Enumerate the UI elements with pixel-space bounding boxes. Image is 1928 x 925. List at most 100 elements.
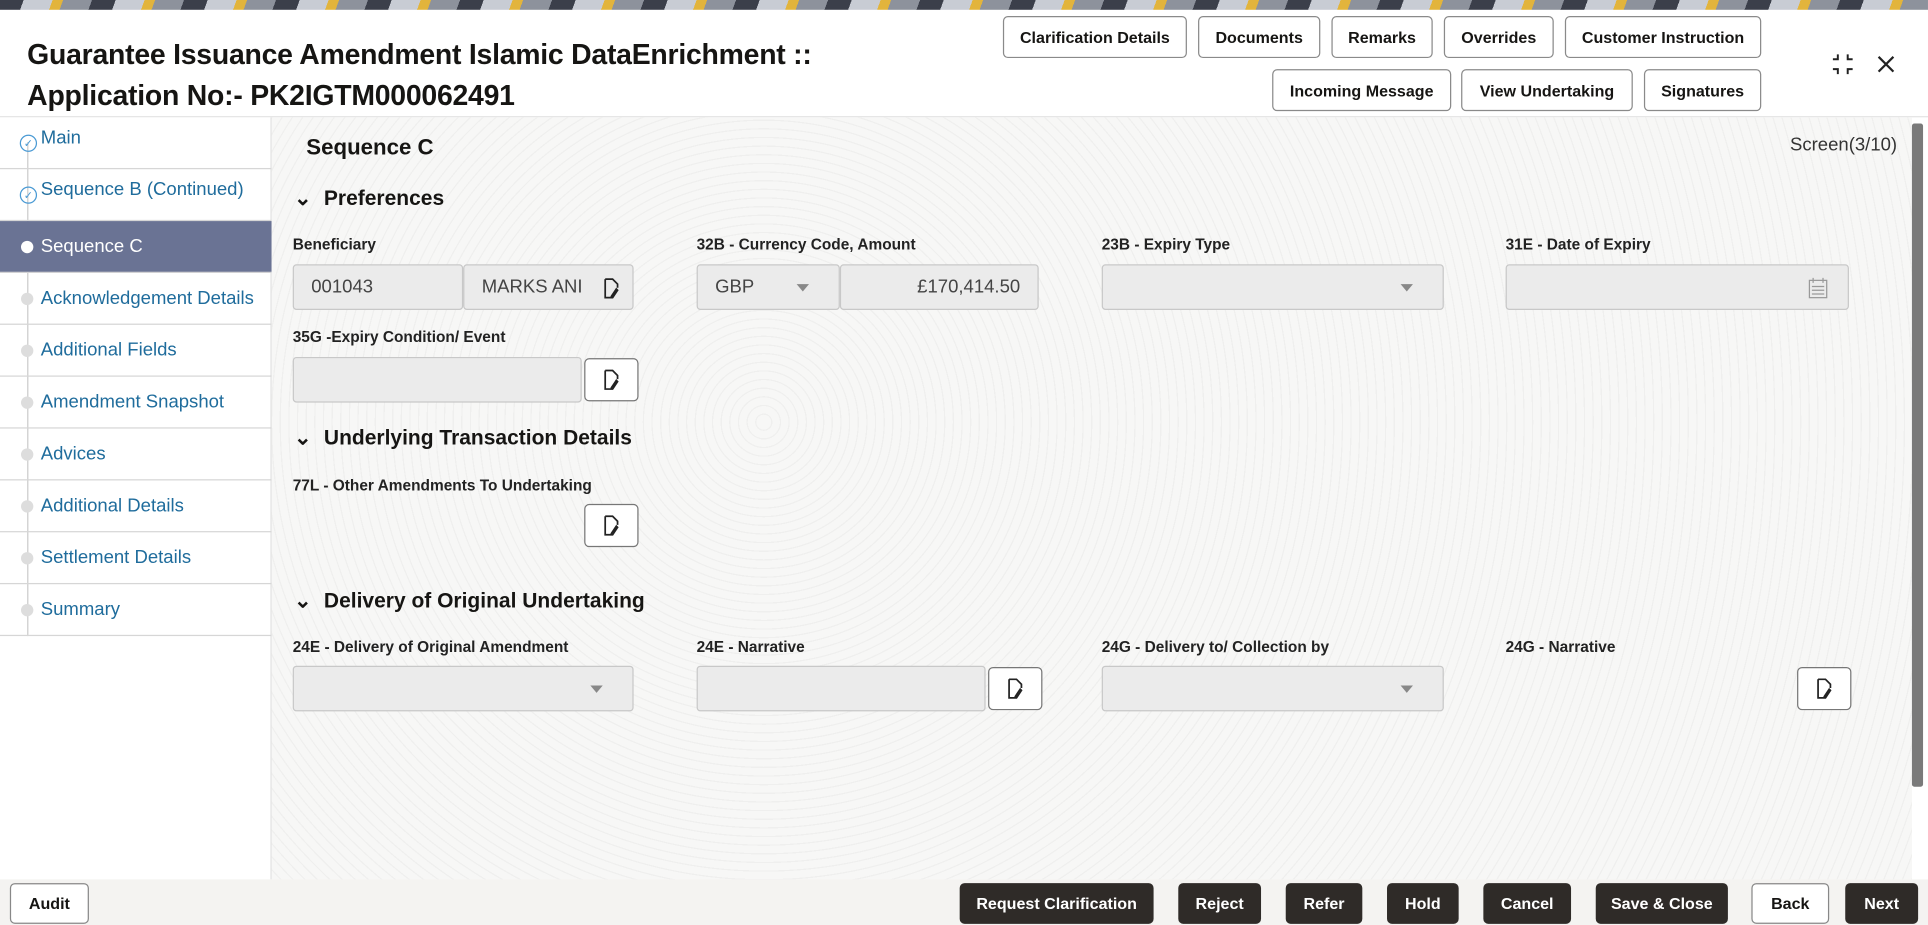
calendar-icon[interactable] bbox=[1808, 277, 1828, 299]
reject-button[interactable]: Reject bbox=[1178, 883, 1262, 924]
step-dot-icon bbox=[20, 551, 34, 564]
step-dot-icon bbox=[20, 395, 34, 409]
sidebar: ✓ Main ✓ Sequence B (Continued) Sequence C… bbox=[0, 117, 272, 880]
sidebar-item-label: Sequence B (Continued) bbox=[40, 179, 244, 201]
underlying-section-toggle[interactable]: ⌄ Underlying Transaction Details bbox=[294, 426, 632, 451]
audit-button[interactable]: Audit bbox=[9, 883, 89, 924]
sidebar-item-acknowledgement[interactable]: Acknowledgement Details bbox=[0, 273, 272, 325]
documents-button[interactable]: Documents bbox=[1198, 16, 1321, 59]
chevron-down-icon: ⌄ bbox=[293, 426, 312, 450]
narrative-24g-edit-button[interactable] bbox=[1797, 666, 1852, 711]
beneficiary-label: Beneficiary bbox=[292, 235, 376, 254]
narrative-24e-input[interactable] bbox=[696, 665, 986, 712]
step-dot-icon bbox=[20, 603, 34, 616]
chevron-down-icon: ⌄ bbox=[293, 186, 312, 210]
dropdown-arrow-icon bbox=[1400, 685, 1413, 693]
next-button[interactable]: Next bbox=[1845, 883, 1919, 924]
currency-amount-label: 32B - Currency Code, Amount bbox=[696, 235, 916, 254]
beneficiary-name: MARKS ANI bbox=[481, 276, 583, 298]
signatures-button[interactable]: Signatures bbox=[1643, 69, 1762, 112]
amount-input[interactable]: £170,414.50 bbox=[839, 264, 1039, 311]
delivery-section-toggle[interactable]: ⌄ Delivery of Original Undertaking bbox=[294, 589, 645, 614]
refer-button[interactable]: Refer bbox=[1285, 883, 1363, 924]
check-icon: ✓ bbox=[19, 134, 38, 152]
cancel-button[interactable]: Cancel bbox=[1483, 883, 1572, 924]
edit-document-icon[interactable] bbox=[603, 278, 620, 299]
sidebar-item-amendment-snapshot[interactable]: Amendment Snapshot bbox=[0, 377, 272, 429]
step-dot-icon bbox=[20, 292, 34, 305]
sidebar-item-summary[interactable]: Summary bbox=[0, 584, 272, 637]
sidebar-item-settlement-details[interactable]: Settlement Details bbox=[0, 532, 272, 585]
header: Guarantee Issuance Amendment Islamic Dat… bbox=[0, 9, 1928, 118]
expiry-condition-label: 35G -Expiry Condition/ Event bbox=[292, 328, 506, 346]
currency-value: GBP bbox=[715, 276, 755, 298]
narrative-24e-label: 24E - Narrative bbox=[696, 638, 805, 656]
section-heading: Underlying Transaction Details bbox=[323, 426, 632, 450]
sidebar-item-main[interactable]: ✓ Main bbox=[0, 117, 272, 170]
chevron-down-icon: ⌄ bbox=[293, 589, 312, 613]
narrative-24e-edit-button[interactable] bbox=[988, 666, 1043, 711]
expiry-type-select[interactable] bbox=[1101, 264, 1444, 311]
overrides-button[interactable]: Overrides bbox=[1443, 16, 1554, 59]
view-undertaking-button[interactable]: View Undertaking bbox=[1461, 69, 1633, 112]
application-number: Application No:- PK2IGTM000062491 bbox=[27, 79, 515, 112]
clarification-details-button[interactable]: Clarification Details bbox=[1002, 16, 1187, 59]
expiry-date-input[interactable] bbox=[1505, 264, 1849, 311]
close-icon[interactable] bbox=[1876, 54, 1896, 74]
hold-button[interactable]: Hold bbox=[1387, 883, 1459, 924]
delivery-to-label: 24G - Delivery to/ Collection by bbox=[1101, 638, 1330, 656]
preferences-section-toggle[interactable]: ⌄ Preferences bbox=[294, 187, 444, 212]
step-dot-icon bbox=[20, 447, 34, 461]
step-dot-icon bbox=[20, 240, 34, 253]
sidebar-item-label: Additional Details bbox=[40, 495, 184, 517]
expiry-condition-input[interactable] bbox=[292, 356, 582, 403]
beneficiary-id-input[interactable]: 001043 bbox=[292, 264, 464, 311]
minimize-icon[interactable] bbox=[1830, 52, 1855, 77]
remarks-button[interactable]: Remarks bbox=[1331, 16, 1433, 59]
other-amendments-label: 77L - Other Amendments To Undertaking bbox=[292, 476, 592, 495]
sidebar-item-label: Settlement Details bbox=[40, 547, 192, 569]
dropdown-arrow-icon bbox=[796, 284, 809, 292]
expiry-type-label: 23B - Expiry Type bbox=[1101, 235, 1231, 254]
step-dot-icon bbox=[20, 499, 34, 512]
sidebar-item-advices[interactable]: Advices bbox=[0, 429, 272, 481]
sidebar-item-label: Acknowledgement Details bbox=[40, 287, 254, 309]
request-clarification-button[interactable]: Request Clarification bbox=[959, 883, 1154, 924]
delivery-amendment-label: 24E - Delivery of Original Amendment bbox=[292, 638, 569, 656]
dropdown-arrow-icon bbox=[1400, 284, 1413, 292]
narrative-24g-label: 24G - Narrative bbox=[1505, 638, 1616, 656]
sidebar-item-label: Main bbox=[40, 127, 81, 149]
page-title: Guarantee Issuance Amendment Islamic Dat… bbox=[27, 35, 812, 117]
sidebar-item-label: Additional Fields bbox=[40, 339, 177, 361]
delivery-to-select[interactable] bbox=[1101, 665, 1444, 712]
save-close-button[interactable]: Save & Close bbox=[1595, 883, 1728, 924]
back-button[interactable]: Back bbox=[1751, 883, 1830, 924]
sidebar-item-label: Summary bbox=[40, 599, 121, 621]
vertical-scrollbar[interactable] bbox=[1911, 123, 1924, 787]
sidebar-item-label: Advices bbox=[40, 443, 106, 465]
section-heading: Preferences bbox=[323, 186, 445, 210]
delivery-amendment-select[interactable] bbox=[292, 665, 634, 712]
sidebar-item-sequence-b[interactable]: ✓ Sequence B (Continued) bbox=[0, 169, 272, 222]
edit-document-icon bbox=[604, 515, 619, 536]
sidebar-item-additional-details[interactable]: Additional Details bbox=[0, 480, 272, 533]
footer-bar: Audit Request Clarification Reject Refer… bbox=[0, 879, 1928, 925]
other-amendments-edit-button[interactable] bbox=[584, 503, 639, 548]
decorative-banner bbox=[0, 0, 1928, 10]
edit-document-icon bbox=[1008, 678, 1023, 699]
section-heading: Delivery of Original Undertaking bbox=[323, 589, 645, 613]
edit-document-icon bbox=[1817, 678, 1832, 699]
customer-instruction-button[interactable]: Customer Instruction bbox=[1564, 16, 1762, 59]
section-title: Sequence C bbox=[306, 134, 434, 160]
beneficiary-name-input[interactable]: MARKS ANI bbox=[463, 264, 634, 311]
sidebar-item-sequence-c[interactable]: Sequence C bbox=[0, 221, 272, 273]
sidebar-item-additional-fields[interactable]: Additional Fields bbox=[0, 325, 272, 377]
main-content: Sequence C Screen(3/10) ⌄ Preferences Ben… bbox=[271, 117, 1912, 880]
currency-select[interactable]: GBP bbox=[696, 264, 840, 311]
expiry-date-label: 31E - Date of Expiry bbox=[1505, 235, 1651, 254]
incoming-message-button[interactable]: Incoming Message bbox=[1272, 69, 1452, 112]
timeline-line bbox=[27, 142, 29, 637]
dropdown-arrow-icon bbox=[590, 685, 603, 693]
expiry-condition-edit-button[interactable] bbox=[584, 358, 639, 402]
edit-document-icon bbox=[604, 369, 619, 390]
